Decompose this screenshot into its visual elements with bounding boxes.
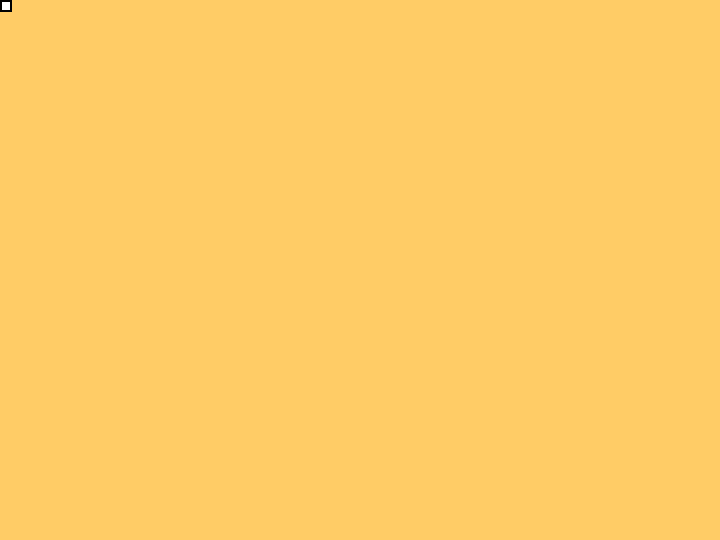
connector-layer <box>0 0 720 540</box>
natural-box <box>0 0 12 12</box>
